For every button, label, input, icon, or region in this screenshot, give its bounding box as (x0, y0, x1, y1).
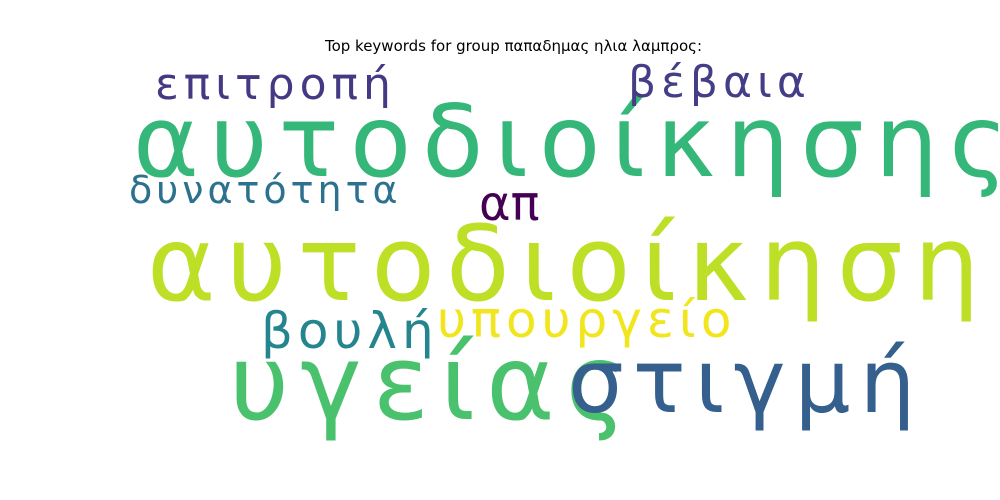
word-epitropi: επιτροπή (155, 59, 396, 110)
word-ygeias: υγείας (229, 322, 638, 444)
word-autodioikisis: αυτοδιοίκησης (133, 83, 1000, 200)
word-cloud: αυτοδιοίκησης αυτοδιοίκηση υγείας στιγμή… (125, 57, 1000, 450)
word-stigmi: στιγμή (568, 330, 925, 433)
chart-title: Top keywords for group παπαδημας ηλια λα… (324, 37, 703, 55)
word-ap: απ (479, 176, 540, 232)
word-ypoyrgeio: υπουργείο (437, 291, 737, 349)
word-autodioikisi: αυτοδιοίκηση (147, 203, 991, 325)
word-dynatotita: δυνατότητα (129, 168, 402, 212)
word-vevaia: βέβαια (628, 57, 811, 108)
word-vouli: βουλή (261, 302, 439, 360)
